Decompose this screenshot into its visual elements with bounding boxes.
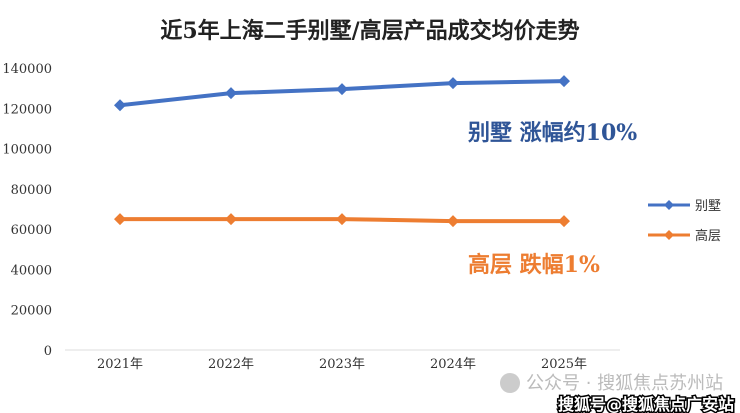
wechat-icon — [500, 373, 520, 393]
y-tick-label: 40000 — [11, 263, 52, 278]
y-tick-label: 80000 — [11, 183, 52, 198]
data-point — [225, 213, 237, 226]
data-point — [558, 215, 570, 228]
data-point — [558, 75, 570, 88]
x-tick-label: 2023年 — [319, 357, 365, 372]
y-tick-label: 20000 — [11, 304, 52, 319]
data-point — [336, 213, 348, 226]
y-tick-label: 140000 — [2, 62, 52, 77]
annotation-highrise: 高层 跌幅1% — [468, 252, 600, 278]
y-tick-label: 60000 — [11, 223, 52, 238]
data-point — [447, 77, 459, 90]
data-point — [114, 213, 126, 226]
y-tick-label: 0 — [44, 344, 52, 359]
legend-label: 高层 — [695, 228, 721, 244]
data-point — [447, 215, 459, 228]
x-tick-label: 2022年 — [208, 357, 254, 372]
annotation-villa: 别墅 涨幅约10% — [467, 120, 637, 146]
watermark-2: 搜狐号@搜狐焦点广安站 — [558, 395, 734, 413]
x-tick-label: 2024年 — [430, 357, 476, 372]
chart-title: 近5年上海二手别墅/高层产品成交均价走势 — [160, 18, 579, 44]
y-tick-label: 100000 — [2, 143, 52, 158]
legend-marker — [664, 230, 674, 240]
y-tick-label: 120000 — [2, 102, 52, 117]
data-point — [336, 83, 348, 96]
x-tick-label: 2025年 — [541, 357, 587, 372]
watermark-1: 公众号 · 搜狐焦点苏州站 — [526, 373, 723, 394]
data-point — [114, 99, 126, 112]
legend-marker — [664, 200, 674, 210]
legend-label: 别墅 — [695, 199, 721, 214]
x-tick-label: 2021年 — [97, 357, 143, 372]
data-point — [225, 87, 237, 100]
